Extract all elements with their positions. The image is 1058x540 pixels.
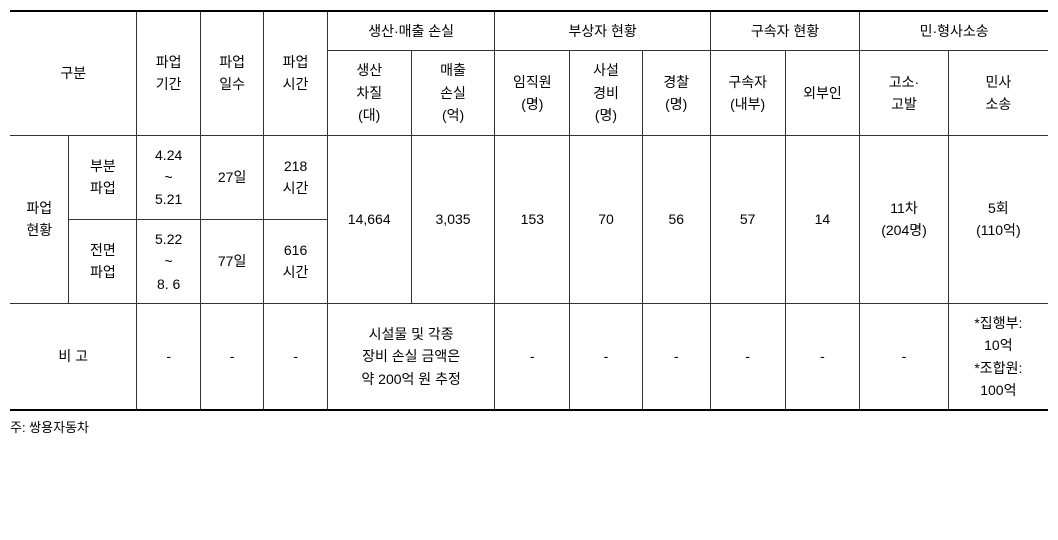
- strike-summary-table: 구분 파업 기간 파업 일수 파업 시간 생산·매출 손실 부상자 현황 구속자…: [10, 10, 1048, 411]
- cell-remark-dash-8: -: [785, 303, 860, 410]
- col-police: 경찰 (명): [642, 51, 710, 135]
- cell-emp-val: 153: [495, 135, 570, 303]
- cell-full-period: 5.22 ~ 8. 6: [137, 219, 200, 303]
- cell-remark-dash-1: -: [137, 303, 200, 410]
- col-complaint: 고소· 고발: [860, 51, 948, 135]
- cell-partial-days: 27일: [200, 135, 263, 219]
- cell-remark-dash-4: -: [495, 303, 570, 410]
- cell-remark-dash-3: -: [264, 303, 327, 410]
- cell-partial-hours: 218 시간: [264, 135, 327, 219]
- row-partial-strike: 파업 현황 부분 파업 4.24 ~ 5.21 27일 218 시간 14,66…: [10, 135, 1048, 219]
- col-strike-period: 파업 기간: [137, 11, 200, 135]
- cell-arrest-val: 57: [710, 135, 785, 303]
- col-employees: 임직원 (명): [495, 51, 570, 135]
- cell-guard-val: 70: [570, 135, 643, 303]
- col-prod-disruption: 생산 차질 (대): [327, 51, 411, 135]
- cell-prod-val: 14,664: [327, 135, 411, 303]
- table-container: 구분 파업 기간 파업 일수 파업 시간 생산·매출 손실 부상자 현황 구속자…: [10, 10, 1048, 436]
- row-remark: 비 고 - - - 시설물 및 각종 장비 손실 금액은 약 200억 원 추정…: [10, 303, 1048, 410]
- cell-police-val: 56: [642, 135, 710, 303]
- cell-strike-status: 파업 현황: [10, 135, 69, 303]
- col-arrested-status: 구속자 현황: [710, 11, 860, 51]
- col-sales-loss: 매출 손실 (억): [411, 51, 495, 135]
- cell-remark-dash-9: -: [860, 303, 948, 410]
- cell-remark-dash-6: -: [642, 303, 710, 410]
- col-strike-hours: 파업 시간: [264, 11, 327, 135]
- cell-remark-dash-2: -: [200, 303, 263, 410]
- col-injured-status: 부상자 현황: [495, 11, 710, 51]
- col-civil-suit: 민사 소송: [948, 51, 1048, 135]
- cell-partial-period: 4.24 ~ 5.21: [137, 135, 200, 219]
- cell-remark-dash-5: -: [570, 303, 643, 410]
- cell-civil-val: 5회 (110억): [948, 135, 1048, 303]
- col-outsider: 외부인: [785, 51, 860, 135]
- col-arrested-internal: 구속자 (내부): [710, 51, 785, 135]
- header-row-1: 구분 파업 기간 파업 일수 파업 시간 생산·매출 손실 부상자 현황 구속자…: [10, 11, 1048, 51]
- col-gubun: 구분: [10, 11, 137, 135]
- cell-remark-civil: *집행부: 10억 *조합원: 100억: [948, 303, 1048, 410]
- cell-remark-dash-7: -: [710, 303, 785, 410]
- cell-sales-val: 3,035: [411, 135, 495, 303]
- cell-remark-facility: 시설물 및 각종 장비 손실 금액은 약 200억 원 추정: [327, 303, 495, 410]
- col-civil-criminal: 민·형사소송: [860, 11, 1048, 51]
- col-prod-sales-loss: 생산·매출 손실: [327, 11, 495, 51]
- cell-partial-strike: 부분 파업: [69, 135, 137, 219]
- cell-remark-label: 비 고: [10, 303, 137, 410]
- cell-full-hours: 616 시간: [264, 219, 327, 303]
- cell-full-strike: 전면 파업: [69, 219, 137, 303]
- cell-full-days: 77일: [200, 219, 263, 303]
- col-strike-days: 파업 일수: [200, 11, 263, 135]
- cell-complaint-val: 11차 (204명): [860, 135, 948, 303]
- footnote: 주: 쌍용자동차: [10, 417, 1048, 436]
- cell-outsider-val: 14: [785, 135, 860, 303]
- col-private-guard: 사설 경비 (명): [570, 51, 643, 135]
